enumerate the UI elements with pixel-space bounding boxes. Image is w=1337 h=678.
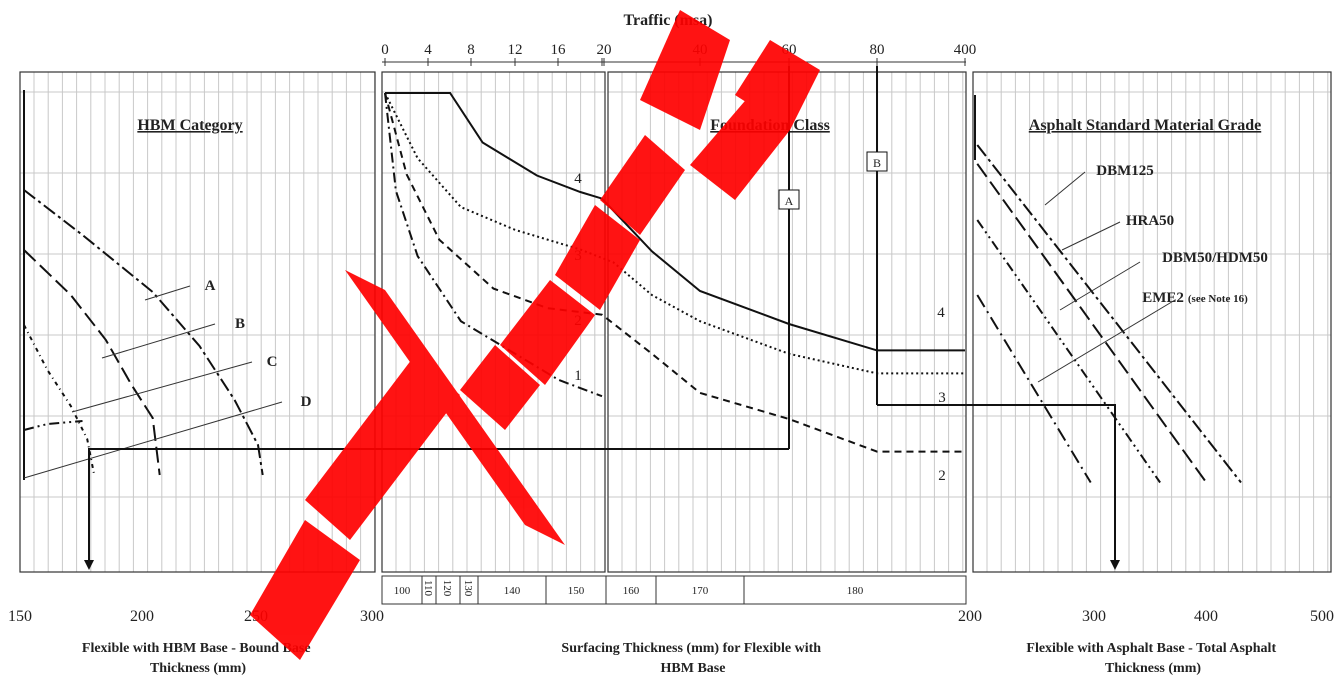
watermark-stroke	[690, 95, 790, 200]
surf-scale-frame	[381, 575, 967, 605]
example-line-asphalt	[877, 404, 1116, 568]
watermark-stroke	[600, 135, 685, 235]
surfacing-xlabel: Surfacing Thickness (mm) for Flexible wi…	[561, 641, 824, 676]
surf-scale-label: 140	[504, 585, 521, 597]
watermark-stroke	[460, 345, 540, 430]
traffic-tick-label: 400	[954, 42, 977, 58]
surf-scale-label: 170	[692, 585, 709, 597]
surfacing-thickness-scale: 100 110 120 130 140 150 160 170 180	[381, 575, 967, 605]
withdrawn-watermark	[250, 10, 820, 660]
traffic-tick-label: 16	[551, 42, 567, 58]
traffic-tick-label: 0	[381, 42, 389, 58]
hbm-xlabel-line1: Flexible with HBM Base - Bound Base	[82, 641, 311, 656]
traffic-tick-label: 20	[597, 42, 612, 58]
example-line-hbm	[88, 448, 789, 568]
example-arrow-asphalt	[1110, 560, 1120, 570]
hbm-xtick: 200	[130, 608, 154, 625]
hbm-xlabel-line2: Thickness (mm)	[150, 661, 246, 676]
watermark-stroke	[305, 355, 460, 540]
marker-box-A	[778, 189, 800, 210]
curve-label-2: 2	[938, 468, 946, 484]
hbm-leader-C	[71, 361, 253, 413]
asphalt-label: EME2 (see Note 16)	[1142, 290, 1248, 306]
asphalt-panel-frame	[972, 71, 1332, 573]
watermark-stroke	[500, 280, 595, 385]
asphalt-curve-DBM125	[976, 144, 1242, 484]
hbm-curve-C	[23, 324, 96, 476]
traffic-tick-label: 8	[467, 42, 475, 58]
asphalt-leader	[1061, 221, 1121, 251]
asphalt-label: DBM125	[1096, 163, 1154, 179]
surf-scale-label: 130	[462, 580, 474, 597]
asphalt-xtick: 300	[1082, 608, 1106, 625]
asphalt-xtick: 200	[958, 608, 982, 625]
traffic-tick-label: 80	[870, 42, 885, 58]
traffic-tick-label: 4	[424, 42, 432, 58]
hbm-curve-D	[23, 420, 83, 431]
curve-label-3: 3	[938, 390, 946, 406]
marker-label-B: B	[873, 156, 881, 170]
watermark-stroke	[735, 40, 820, 130]
asphalt-xtick: 400	[1194, 608, 1218, 625]
marker-box-B	[866, 151, 888, 172]
asphalt-leader	[1059, 261, 1141, 311]
hbm-label-D: D	[301, 394, 312, 410]
hbm-label-C: C	[267, 354, 278, 370]
watermark-stroke	[555, 205, 640, 310]
bottom-axis-ticks: 150200250300200300400500	[8, 608, 1334, 625]
asphalt-label-note: (see Note 16)	[1188, 293, 1248, 305]
hbm-xtick: 150	[8, 608, 32, 625]
hbm-curve-B	[23, 249, 161, 476]
surf-scale-label: 180	[847, 585, 864, 597]
surfacing-curve-2	[384, 92, 965, 453]
asphalt-leader	[1044, 171, 1086, 206]
hbm-curve-A	[23, 189, 264, 476]
example-arrow-hbm	[84, 560, 94, 570]
hbm-xtick: 300	[360, 608, 384, 625]
curve-label-4: 4	[937, 305, 945, 321]
watermark-stroke	[640, 10, 730, 130]
curve-label-1: 1	[574, 368, 582, 384]
asphalt-label: DBM50/HDM50	[1162, 250, 1268, 266]
asphalt-curve-EME2	[976, 294, 1092, 484]
asphalt-xlabel-line2: Thickness (mm)	[1105, 661, 1201, 676]
watermark-stroke	[345, 270, 565, 545]
surfacing-curve-1	[384, 92, 603, 398]
traffic-tick-label: 12	[508, 42, 523, 58]
surf-scale-label: 110	[422, 580, 434, 597]
hbm-panel-frame	[19, 71, 376, 573]
hbm-xlabel: Flexible with HBM Base - Bound Base Thic…	[82, 641, 314, 676]
asphalt-xlabel-line1: Flexible with Asphalt Base - Total Aspha…	[1026, 641, 1276, 656]
watermark-stroke	[250, 520, 360, 660]
asphalt-leader	[1037, 299, 1176, 383]
hbm-heading: HBM Category	[137, 117, 242, 134]
asphalt-label: HRA50	[1126, 213, 1174, 229]
asphalt-xtick: 500	[1310, 608, 1334, 625]
surf-scale-label: 120	[441, 580, 453, 597]
hbm-leader-B	[101, 323, 216, 359]
surfacing-xlabel-line2: HBM Base	[661, 661, 726, 676]
hbm-label-B: B	[235, 316, 245, 332]
hbm-leader-A	[144, 285, 191, 301]
surf-scale-label: 150	[568, 585, 585, 597]
marker-label-A: A	[785, 194, 794, 208]
hbm-label-A: A	[205, 278, 216, 294]
asphalt-curve-DBM50-HDM50	[976, 219, 1161, 484]
grid-layer	[20, 72, 1331, 572]
surfacing-xlabel-line1: Surfacing Thickness (mm) for Flexible wi…	[561, 641, 821, 656]
curve-label-4: 4	[574, 171, 582, 187]
asphalt-xlabel: Flexible with Asphalt Base - Total Aspha…	[1026, 641, 1279, 676]
surf-scale-label: 160	[623, 585, 640, 597]
hbm-leader-D	[23, 401, 283, 479]
hbm-curves: A B C D	[23, 90, 312, 480]
asphalt-curves: DBM125 HRA50 DBM50/HDM50 EME2 (see Note 16)	[974, 95, 1268, 484]
asphalt-heading: Asphalt Standard Material Grade	[1029, 117, 1261, 134]
surf-scale-label: 100	[394, 585, 411, 597]
worked-example-path	[84, 404, 1120, 570]
